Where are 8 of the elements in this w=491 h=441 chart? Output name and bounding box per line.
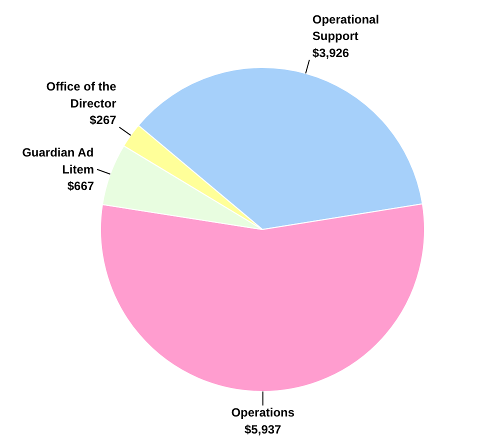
data-label: $3,926: [312, 46, 350, 60]
slice-label: Guardian Ad Litem: [22, 146, 94, 176]
slice-label: Operational Support: [312, 12, 380, 44]
data-label: $5,937: [244, 422, 282, 436]
slice-label: Office of the Director: [46, 80, 117, 110]
data-label: $667: [67, 179, 94, 194]
data-label: $267: [90, 113, 117, 128]
slice-label: Operations: [231, 406, 295, 420]
